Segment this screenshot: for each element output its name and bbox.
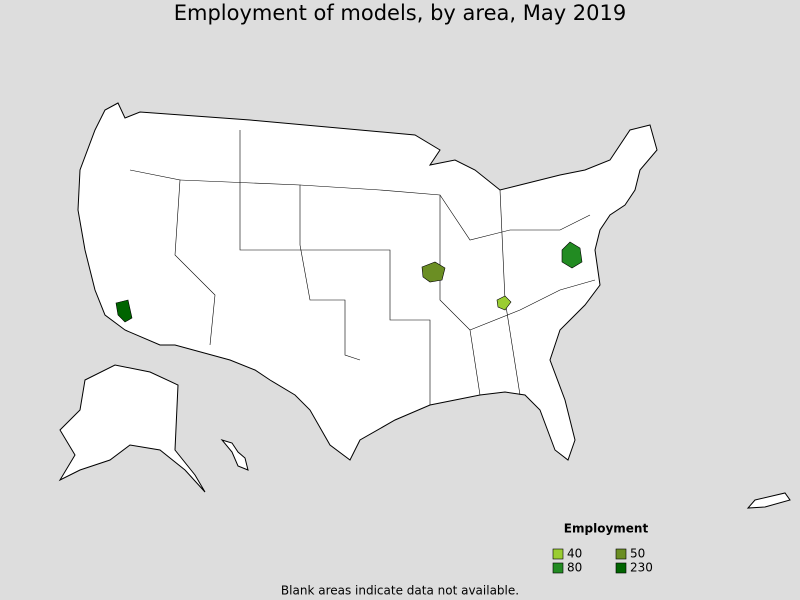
- area-washington-dc: [561, 241, 583, 269]
- legend-label: 80: [567, 561, 582, 575]
- legend-label: 40: [567, 547, 582, 561]
- legend-swatch: [615, 562, 627, 574]
- legend-swatch: [615, 548, 627, 560]
- legend: 40 50 80 230: [552, 547, 653, 575]
- legend-label: 50: [630, 547, 645, 561]
- puerto-rico: [746, 492, 791, 509]
- legend-swatch: [552, 562, 564, 574]
- contiguous-us: [77, 102, 658, 461]
- legend-swatch: [552, 548, 564, 560]
- state-border: [129, 169, 216, 346]
- area-st-louis: [421, 261, 446, 283]
- map: [58, 102, 791, 509]
- footnote: Blank areas indicate data not available.: [281, 584, 519, 598]
- legend-title: Employment: [564, 522, 649, 536]
- alaska: [58, 364, 206, 493]
- area-los-angeles: [115, 299, 133, 323]
- area-knoxville: [496, 295, 512, 311]
- highlighted-areas: [115, 241, 583, 323]
- state-border: [299, 184, 591, 241]
- state-border: [239, 130, 431, 405]
- state-border: [439, 195, 481, 396]
- map-title: Employment of models, by area, May 2019: [174, 1, 627, 25]
- state-border: [469, 279, 596, 331]
- hawaii: [220, 439, 249, 471]
- legend-label: 230: [630, 561, 653, 575]
